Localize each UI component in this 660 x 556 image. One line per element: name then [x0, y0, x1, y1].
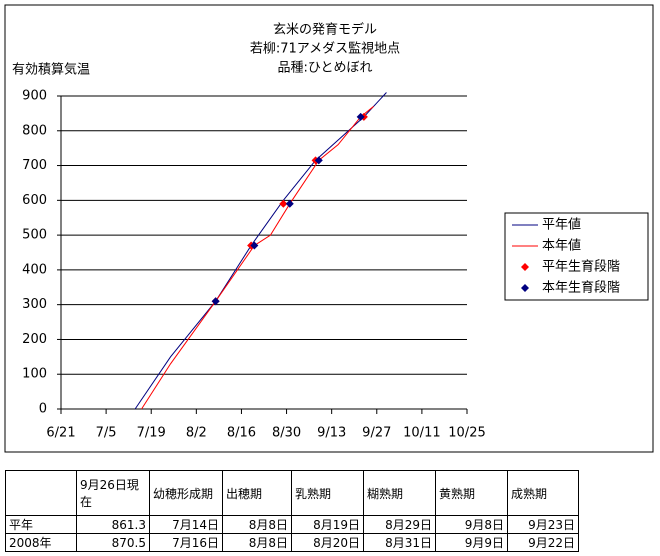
table-cell: 8月20日 [291, 533, 364, 552]
y-tick-label: 0 [39, 402, 47, 417]
x-tick-label: 8/16 [227, 426, 256, 441]
chart-title: 若柳:71アメダス監視地点 [250, 41, 400, 57]
legend-label: 平年値 [542, 217, 581, 233]
x-tick-label: 10/25 [448, 426, 485, 441]
table-cell: 7月14日 [149, 515, 223, 534]
table-cell: 幼穂形成期 [149, 470, 223, 516]
y-tick-label: 100 [22, 367, 47, 382]
table-cell: 861.3 [76, 515, 150, 534]
table-cell: 8月8日 [222, 515, 292, 534]
chart: 玄米の発育モデル 若柳:71アメダス監視地点 品種:ひとめぼれ 有効積算気温 0… [4, 4, 654, 453]
table-cell: 乳熟期 [291, 470, 364, 516]
legend-swatch [521, 284, 529, 292]
table-cell: 8月29日 [363, 515, 436, 534]
series-line [141, 106, 374, 410]
legend [504, 212, 649, 301]
table-cell: 870.5 [76, 533, 150, 552]
table-cell: 7月16日 [149, 533, 223, 552]
table-cell: 黄熟期 [435, 470, 508, 516]
stage-marker [314, 156, 323, 165]
stage-marker [211, 297, 220, 306]
table-cell: 2008年 [5, 533, 77, 552]
stage-marker [285, 199, 294, 208]
legend-label: 本年値 [542, 238, 581, 254]
x-tick-label: 6/21 [46, 426, 75, 441]
table-cell: 出穂期 [222, 470, 292, 516]
table-cell: 8月19日 [291, 515, 364, 534]
x-tick-label: 8/30 [272, 426, 301, 441]
table-cell: 9月8日 [435, 515, 508, 534]
table-cell: 8月31日 [363, 533, 436, 552]
table-cell: 平年 [5, 515, 77, 534]
legend-label: 平年生育段階 [542, 259, 620, 275]
series-line [134, 92, 387, 410]
y-tick-label: 200 [22, 332, 47, 347]
x-tick-label: 9/13 [317, 426, 346, 441]
table-header: 9月26日現在 幼穂形成期 出穂期 乳熟期 糊熟期 黄熟期 成熟期 [5, 470, 579, 516]
x-tick-label: 7/19 [137, 426, 166, 441]
table-cell: 9月9日 [435, 533, 508, 552]
y-tick-label: 700 [22, 158, 47, 173]
stage-marker [279, 199, 288, 208]
y-tick-label: 900 [22, 89, 47, 104]
table-cell: 成熟期 [507, 470, 579, 516]
y-tick-label: 400 [22, 262, 47, 277]
table-cell: 糊熟期 [363, 470, 436, 516]
table-row: 平年 861.3 7月14日 8月8日 8月19日 8月29日 9月8日 9月23日 [5, 515, 579, 534]
table-cell: 9月26日現在 [76, 470, 150, 516]
chart-title: 品種:ひとめぼれ [278, 60, 373, 76]
table-cell: 9月22日 [507, 533, 579, 552]
legend-swatch [521, 263, 529, 271]
table-cell: 9月23日 [507, 515, 579, 534]
table-cell [5, 470, 77, 516]
y-tick-label: 500 [22, 228, 47, 243]
stage-marker [250, 241, 259, 250]
x-tick-label: 9/27 [362, 426, 391, 441]
data-table: 9月26日現在 幼穂形成期 出穂期 乳熟期 糊熟期 黄熟期 成熟期 平年 861.3 7月14日… [5, 470, 579, 552]
y-axis-label: 有効積算気温 [12, 62, 90, 78]
stage-marker [356, 112, 365, 121]
y-tick-label: 800 [22, 123, 47, 138]
table-row: 2008年 870.5 7月16日 8月8日 8月20日 8月31日 9月9日 9月22日 [5, 533, 579, 552]
y-tick-label: 600 [22, 193, 47, 208]
chart-title: 玄米の発育モデル [273, 22, 377, 38]
x-tick-label: 8/2 [186, 426, 207, 441]
y-tick-label: 300 [22, 297, 47, 312]
legend-label: 本年生育段階 [542, 280, 620, 296]
x-tick-label: 7/5 [96, 426, 117, 441]
x-tick-label: 10/11 [403, 426, 440, 441]
table-cell: 8月8日 [222, 533, 292, 552]
